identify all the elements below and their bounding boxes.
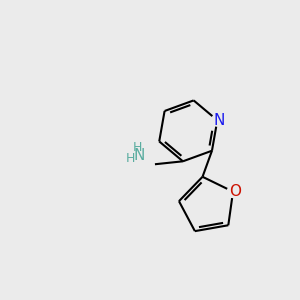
Text: H: H xyxy=(133,141,142,154)
Text: H: H xyxy=(126,152,135,165)
Text: N: N xyxy=(214,113,225,128)
Text: N: N xyxy=(133,148,144,163)
Text: O: O xyxy=(230,184,242,199)
